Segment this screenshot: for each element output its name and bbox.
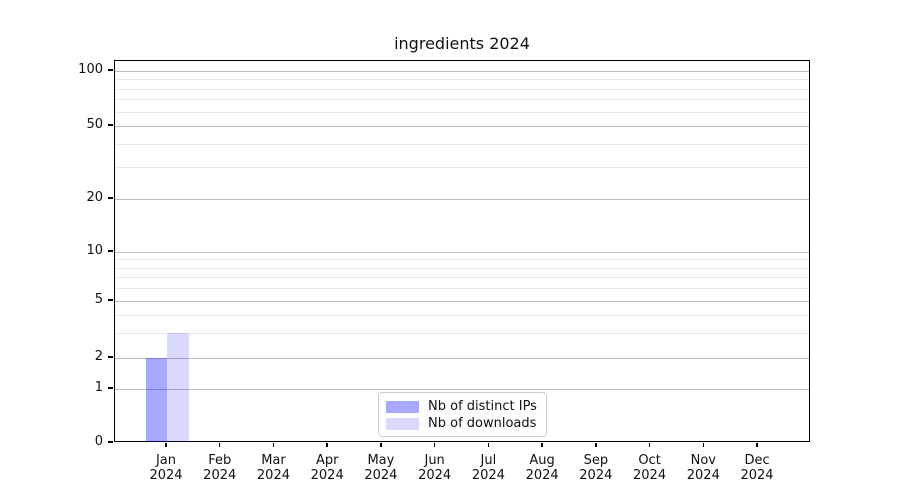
bar-distinct-ips xyxy=(145,358,167,442)
x-tick xyxy=(219,443,221,447)
gridline-major xyxy=(115,389,809,390)
y-tick xyxy=(108,197,113,199)
x-tick-label-year: 2024 xyxy=(525,468,559,483)
gridline-minor xyxy=(115,314,809,316)
gridline-major xyxy=(115,71,809,72)
legend-item-downloads: Nb of downloads xyxy=(386,415,538,432)
x-tick-label-month: Oct xyxy=(638,453,661,468)
gridline-major xyxy=(115,358,809,359)
x-tick-label-year: 2024 xyxy=(203,468,237,483)
legend-swatch-downloads xyxy=(386,417,419,430)
legend-swatch-distinct-ips xyxy=(386,400,419,413)
gridline-major xyxy=(115,199,809,200)
y-tick-label: 2 xyxy=(94,349,103,364)
x-tick-label-month: Nov xyxy=(690,453,716,468)
y-tick-label: 1 xyxy=(94,380,103,395)
legend-label: Nb of distinct IPs xyxy=(428,399,537,414)
y-tick-label: 0 xyxy=(94,434,103,449)
plot-area xyxy=(114,60,810,442)
x-tick-label: May 2024 xyxy=(353,453,409,483)
y-tick-label: 20 xyxy=(86,190,103,205)
gridline-minor xyxy=(115,99,809,101)
x-tick-label: Feb 2024 xyxy=(192,453,248,483)
x-tick-label: Jun 2024 xyxy=(407,453,463,483)
y-tick xyxy=(108,299,113,301)
x-tick-label: Dec 2024 xyxy=(729,453,785,483)
x-tick-label-year: 2024 xyxy=(740,468,774,483)
x-tick-label: Jan 2024 xyxy=(138,453,194,483)
y-tick xyxy=(108,124,113,126)
legend: Nb of distinct IPs Nb of downloads xyxy=(378,392,547,437)
x-tick-label-month: Sep xyxy=(583,453,609,468)
x-tick-label-year: 2024 xyxy=(686,468,720,483)
legend-label: Nb of downloads xyxy=(428,416,537,431)
x-tick-label-month: May xyxy=(367,453,395,468)
x-tick xyxy=(272,443,275,447)
y-tick xyxy=(108,441,113,443)
x-tick-label: Apr 2024 xyxy=(299,453,355,483)
x-tick-label: Nov 2024 xyxy=(675,453,731,483)
y-tick-label: 10 xyxy=(86,243,103,258)
gridline-minor xyxy=(115,143,809,145)
x-tick-label-month: Jun xyxy=(424,453,445,468)
gridline-minor xyxy=(115,79,809,81)
y-tick-label: 50 xyxy=(86,117,103,132)
gridline-major xyxy=(115,126,809,127)
x-tick-label-year: 2024 xyxy=(149,468,183,483)
x-tick-label-year: 2024 xyxy=(418,468,452,483)
x-tick-label-month: Jul xyxy=(480,453,497,468)
x-tick xyxy=(541,443,543,447)
x-tick xyxy=(380,443,382,447)
y-tick xyxy=(108,356,113,358)
x-tick-label-year: 2024 xyxy=(364,468,398,483)
x-tick-label-year: 2024 xyxy=(471,468,505,483)
x-tick-label-year: 2024 xyxy=(579,468,613,483)
x-tick xyxy=(433,443,436,447)
x-tick-label-month: Feb xyxy=(208,453,232,468)
gridline-minor xyxy=(115,166,809,168)
x-tick xyxy=(702,443,704,447)
x-tick-label-month: Mar xyxy=(261,453,286,468)
y-tick xyxy=(108,69,113,71)
x-tick xyxy=(165,443,167,447)
gridline-minor xyxy=(115,267,809,269)
y-tick-label: 5 xyxy=(94,292,103,307)
x-tick-label: Sep 2024 xyxy=(568,453,624,483)
x-tick xyxy=(487,443,490,447)
x-tick xyxy=(326,443,328,447)
x-tick-label-month: Dec xyxy=(744,453,770,468)
chart-title: ingredients 2024 xyxy=(394,34,530,53)
gridline-minor xyxy=(115,111,809,113)
legend-item-distinct-ips: Nb of distinct IPs xyxy=(386,398,538,415)
bar-downloads xyxy=(167,332,189,442)
x-tick-label-month: Jan xyxy=(155,453,177,468)
y-tick xyxy=(108,250,113,252)
x-tick xyxy=(648,443,651,447)
y-tick-label: 100 xyxy=(78,62,103,77)
x-tick-label: Aug 2024 xyxy=(514,453,570,483)
x-tick-label: Mar 2024 xyxy=(245,453,301,483)
gridline-minor xyxy=(115,288,809,290)
x-tick-label-month: Apr xyxy=(315,453,339,468)
gridline-minor xyxy=(115,88,809,90)
x-tick-label-year: 2024 xyxy=(310,468,344,483)
x-tick-label: Oct 2024 xyxy=(622,453,678,483)
x-tick xyxy=(756,443,758,447)
x-tick-label: Jul 2024 xyxy=(460,453,516,483)
x-tick-label-year: 2024 xyxy=(633,468,667,483)
gridline-major xyxy=(115,252,809,253)
x-tick xyxy=(595,443,597,447)
gridline-minor xyxy=(115,277,809,279)
gridline-major xyxy=(115,301,809,302)
x-tick-label-month: Aug xyxy=(529,453,555,468)
x-tick-label-year: 2024 xyxy=(256,468,290,483)
gridline-minor xyxy=(115,332,809,334)
gridline-minor xyxy=(115,259,809,261)
y-tick xyxy=(108,387,113,389)
